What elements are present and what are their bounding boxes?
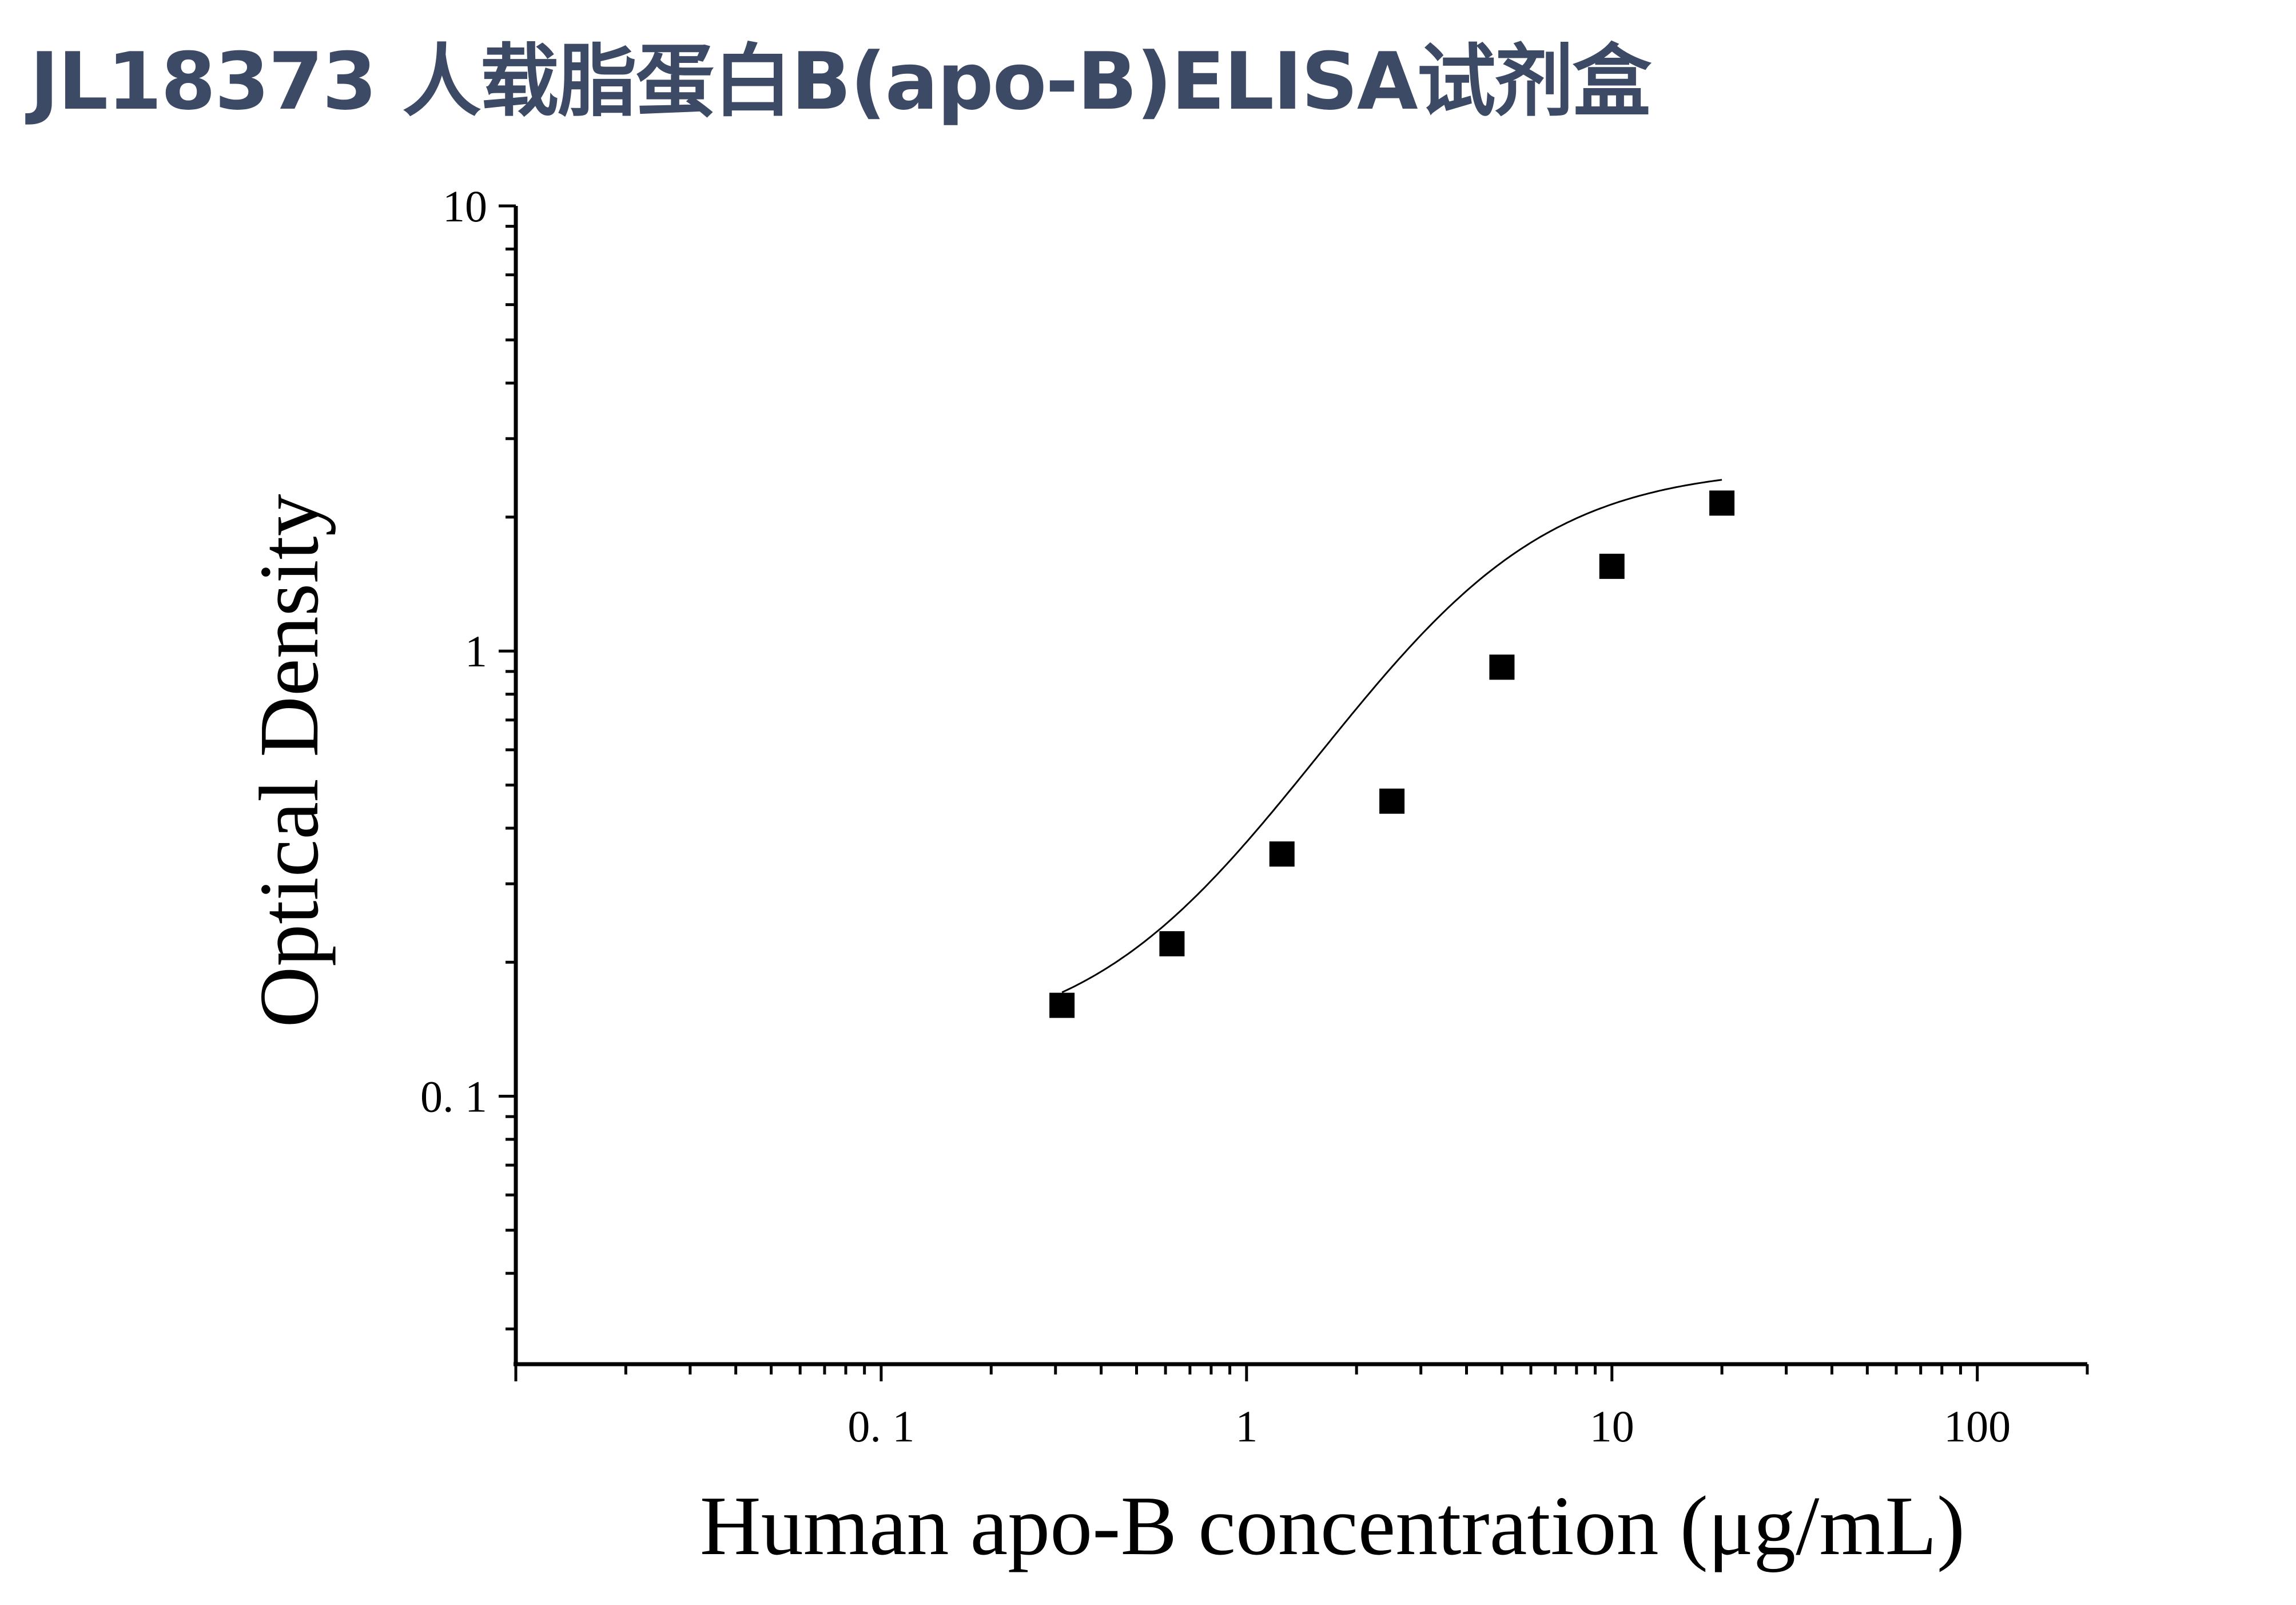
y-axis-title: Optical Density	[242, 494, 336, 1027]
data-point	[1379, 788, 1405, 814]
x-tick-label: 0. 1	[847, 1401, 914, 1451]
x-tick-label: 10	[1590, 1401, 1634, 1451]
data-point	[1269, 841, 1295, 867]
y-tick-label: 0. 1	[420, 1071, 487, 1121]
x-tick-label: 1	[1235, 1401, 1258, 1451]
fit-curve-line	[1061, 479, 1722, 994]
data-point	[1489, 654, 1515, 680]
x-axis-title: Human apo-B concentration (μg/mL)	[700, 1479, 1965, 1573]
data-point	[1599, 554, 1625, 579]
x-tick-label: 100	[1944, 1401, 2011, 1451]
chart-ticks	[499, 204, 2089, 1381]
chart-axes	[514, 206, 2087, 1366]
y-tick-label: 1	[465, 626, 487, 676]
data-point	[1709, 490, 1735, 516]
y-tick-label: 10	[443, 181, 487, 231]
fit-curve-layer	[1061, 479, 1722, 994]
chart-tick-labels: 0. 1 1 10 100 0. 1 1 10	[420, 181, 2011, 1451]
data-points	[1049, 490, 1735, 1018]
page-title: JL18373 人载脂蛋白B(apo-B)ELISA试剂盒	[30, 35, 1652, 128]
data-point	[1049, 992, 1075, 1018]
data-point	[1159, 931, 1185, 956]
